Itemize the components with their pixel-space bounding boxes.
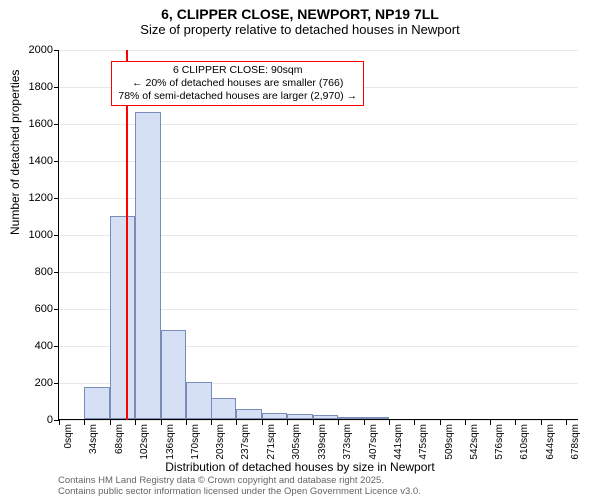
ytick-label: 1000	[13, 229, 53, 241]
y-axis-title: Number of detached properties	[8, 70, 22, 235]
xtick-label: 203sqm	[215, 424, 226, 460]
chart-title: 6, CLIPPER CLOSE, NEWPORT, NP19 7LL	[0, 6, 600, 22]
xtick-label: 237sqm	[240, 424, 251, 460]
xtick-mark	[186, 420, 187, 425]
histogram-bar	[262, 413, 287, 419]
ytick-label: 2000	[13, 44, 53, 56]
histogram-bar	[211, 398, 236, 419]
xtick-mark	[414, 420, 415, 425]
histogram-bar	[287, 414, 312, 419]
xtick-label: 441sqm	[393, 424, 404, 460]
xtick-mark	[59, 420, 60, 425]
xtick-mark	[313, 420, 314, 425]
ytick-label: 400	[13, 340, 53, 352]
xtick-mark	[515, 420, 516, 425]
annotation-line: 6 CLIPPER CLOSE: 90sqm	[118, 64, 357, 77]
ytick-mark	[54, 235, 59, 236]
histogram-bar	[135, 112, 160, 419]
annotation-box: 6 CLIPPER CLOSE: 90sqm← 20% of detached …	[111, 61, 364, 106]
histogram-bar	[186, 382, 211, 419]
xtick-label: 576sqm	[494, 424, 505, 460]
plot-region: 02004006008001000120014001600180020000sq…	[58, 50, 578, 420]
xtick-label: 102sqm	[139, 424, 150, 460]
histogram-bar	[364, 417, 389, 419]
ytick-label: 1800	[13, 81, 53, 93]
xtick-mark	[110, 420, 111, 425]
histogram-bar	[110, 216, 135, 420]
ytick-mark	[54, 161, 59, 162]
gridline	[59, 50, 578, 51]
histogram-bar	[338, 417, 363, 419]
histogram-bar	[161, 330, 186, 419]
xtick-mark	[84, 420, 85, 425]
x-axis-title: Distribution of detached houses by size …	[0, 460, 600, 474]
xtick-mark	[211, 420, 212, 425]
xtick-label: 407sqm	[368, 424, 379, 460]
ytick-mark	[54, 309, 59, 310]
ytick-mark	[54, 50, 59, 51]
xtick-mark	[465, 420, 466, 425]
xtick-label: 170sqm	[190, 424, 201, 460]
xtick-mark	[135, 420, 136, 425]
ytick-mark	[54, 87, 59, 88]
ytick-mark	[54, 383, 59, 384]
ytick-label: 600	[13, 303, 53, 315]
xtick-label: 644sqm	[545, 424, 556, 460]
xtick-label: 34sqm	[88, 424, 99, 454]
xtick-mark	[440, 420, 441, 425]
chart-subtitle: Size of property relative to detached ho…	[0, 22, 600, 37]
ytick-label: 800	[13, 266, 53, 278]
xtick-label: 305sqm	[291, 424, 302, 460]
ytick-label: 1200	[13, 192, 53, 204]
xtick-mark	[566, 420, 567, 425]
ytick-mark	[54, 124, 59, 125]
annotation-line: ← 20% of detached houses are smaller (76…	[118, 77, 357, 90]
xtick-mark	[287, 420, 288, 425]
xtick-label: 475sqm	[418, 424, 429, 460]
ytick-mark	[54, 346, 59, 347]
ytick-mark	[54, 272, 59, 273]
xtick-mark	[262, 420, 263, 425]
chart-area: 02004006008001000120014001600180020000sq…	[58, 50, 578, 420]
annotation-line: 78% of semi-detached houses are larger (…	[118, 90, 357, 103]
xtick-mark	[541, 420, 542, 425]
xtick-label: 542sqm	[469, 424, 480, 460]
xtick-label: 0sqm	[63, 424, 74, 448]
xtick-mark	[389, 420, 390, 425]
xtick-label: 68sqm	[114, 424, 125, 454]
xtick-mark	[338, 420, 339, 425]
histogram-bar	[84, 387, 109, 419]
histogram-bar	[236, 409, 261, 419]
chart-title-block: 6, CLIPPER CLOSE, NEWPORT, NP19 7LL Size…	[0, 0, 600, 37]
xtick-label: 271sqm	[266, 424, 277, 460]
footer-attribution: Contains HM Land Registry data © Crown c…	[58, 476, 421, 498]
xtick-mark	[364, 420, 365, 425]
footer-line2: Contains public sector information licen…	[58, 487, 421, 498]
ytick-label: 1400	[13, 155, 53, 167]
xtick-label: 509sqm	[444, 424, 455, 460]
xtick-mark	[490, 420, 491, 425]
ytick-mark	[54, 198, 59, 199]
xtick-mark	[236, 420, 237, 425]
histogram-bar	[313, 415, 338, 419]
ytick-label: 0	[13, 414, 53, 426]
xtick-label: 136sqm	[165, 424, 176, 460]
xtick-label: 610sqm	[519, 424, 530, 460]
xtick-label: 339sqm	[317, 424, 328, 460]
ytick-label: 200	[13, 377, 53, 389]
xtick-label: 373sqm	[342, 424, 353, 460]
xtick-label: 678sqm	[570, 424, 581, 460]
gridline	[59, 420, 578, 421]
xtick-mark	[161, 420, 162, 425]
ytick-label: 1600	[13, 118, 53, 130]
